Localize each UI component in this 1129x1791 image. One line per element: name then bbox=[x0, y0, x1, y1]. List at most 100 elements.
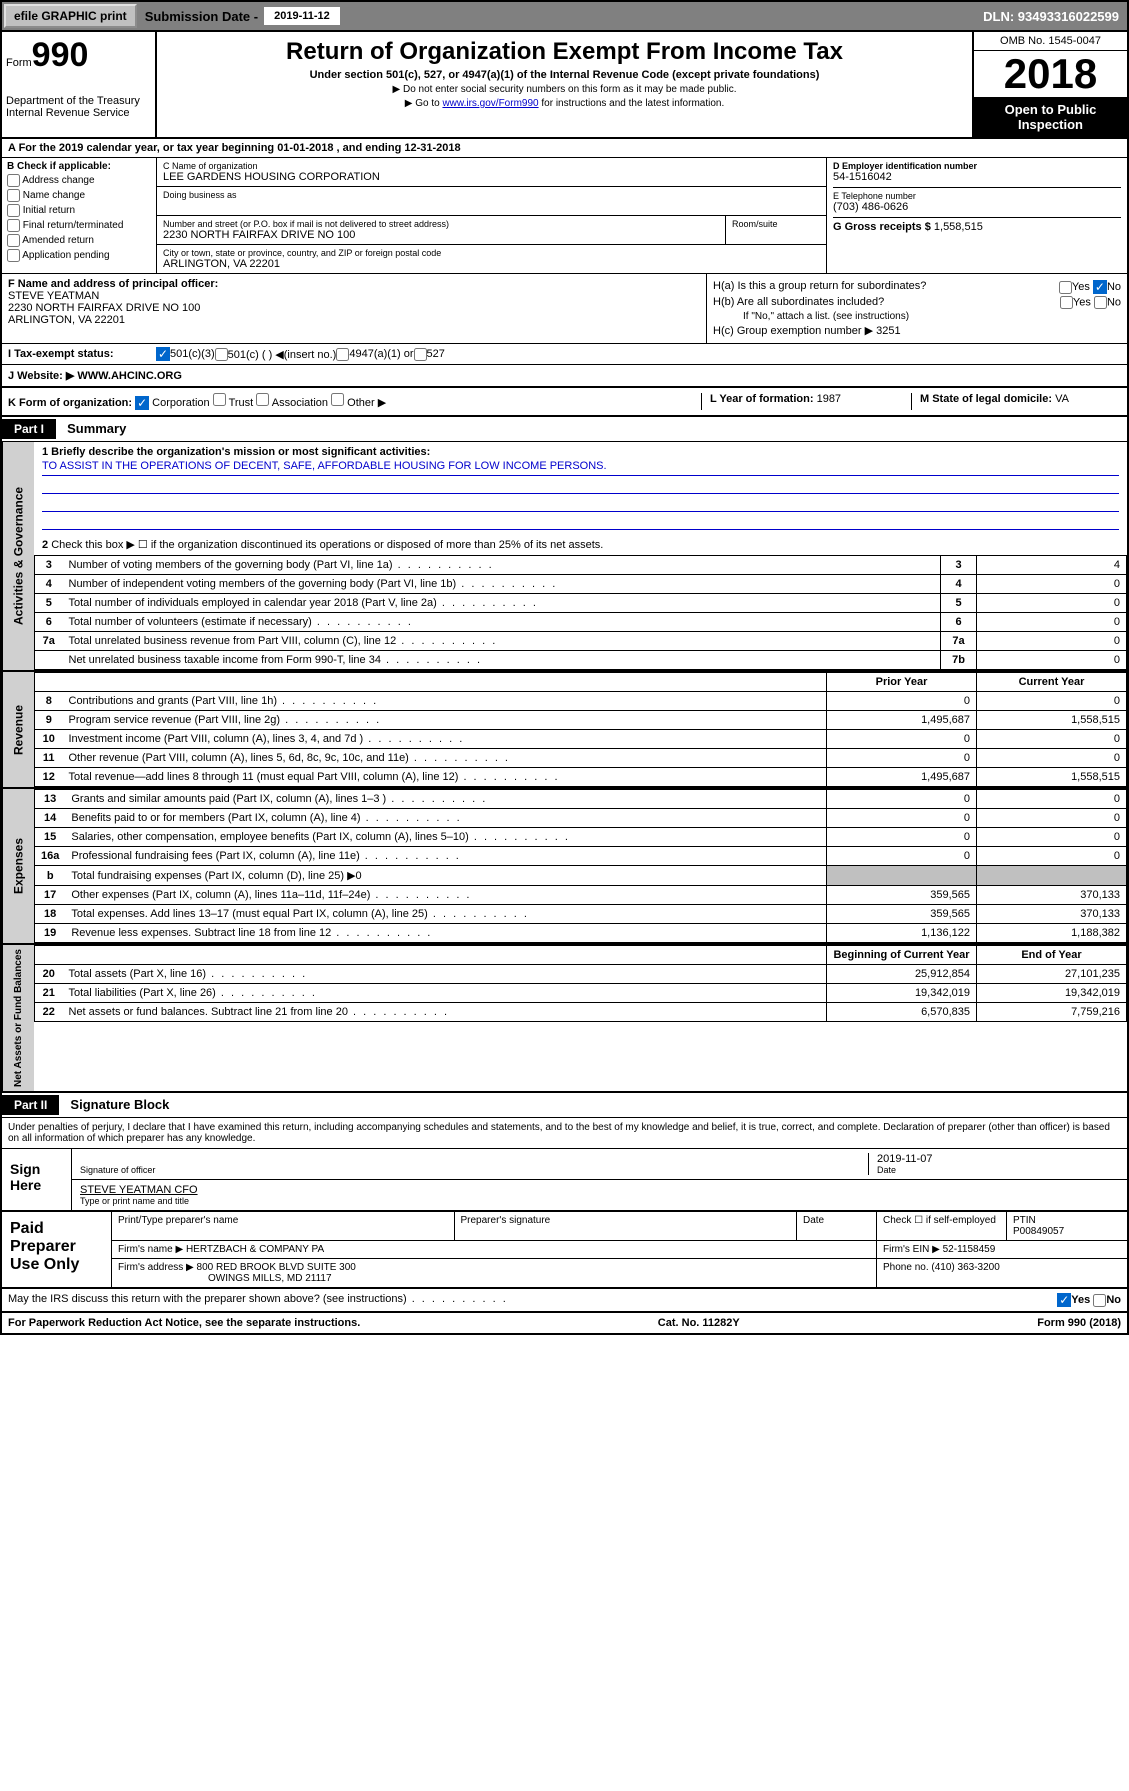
firm-ein: 52-1158459 bbox=[943, 1244, 996, 1255]
row-num: 18 bbox=[35, 905, 66, 924]
chk-527[interactable] bbox=[414, 348, 427, 361]
ha-yes[interactable] bbox=[1059, 281, 1072, 294]
col-hdr-2: Current Year bbox=[977, 673, 1127, 692]
row-current: 1,558,515 bbox=[977, 711, 1127, 730]
chk-assoc[interactable] bbox=[256, 393, 269, 406]
row-prior: 0 bbox=[827, 828, 977, 847]
row-desc: Total fundraising expenses (Part IX, col… bbox=[65, 866, 826, 886]
dept-label: Department of the Treasury Internal Reve… bbox=[6, 95, 151, 119]
row-current: 0 bbox=[977, 749, 1127, 768]
form-footer: Form 990 (2018) bbox=[1037, 1317, 1121, 1329]
row-num: 21 bbox=[35, 984, 63, 1003]
row-num: 12 bbox=[35, 768, 63, 787]
part2-title: Signature Block bbox=[62, 1097, 169, 1112]
row-box: 4 bbox=[941, 575, 977, 594]
row-prior: 25,912,854 bbox=[827, 965, 977, 984]
col-hdr-1: Beginning of Current Year bbox=[827, 946, 977, 965]
row-desc: Investment income (Part VIII, column (A)… bbox=[63, 730, 827, 749]
part1-title: Summary bbox=[59, 421, 126, 436]
row-num: 16a bbox=[35, 847, 66, 866]
row-desc: Grants and similar amounts paid (Part IX… bbox=[65, 790, 826, 809]
discuss-no[interactable] bbox=[1093, 1294, 1106, 1307]
row-num: 19 bbox=[35, 924, 66, 943]
chk-address-change[interactable] bbox=[7, 174, 20, 187]
officer-name-label: Type or print name and title bbox=[80, 1196, 1111, 1206]
tab-governance: Activities & Governance bbox=[2, 442, 34, 670]
ptin-value: P00849057 bbox=[1013, 1226, 1121, 1237]
row-current: 7,759,216 bbox=[977, 1003, 1127, 1022]
row-num: 7a bbox=[35, 632, 63, 651]
officer-addr2: ARLINGTON, VA 22201 bbox=[8, 314, 700, 326]
form-org-label: K Form of organization: bbox=[8, 397, 132, 409]
chk-4947[interactable] bbox=[336, 348, 349, 361]
row-desc: Revenue less expenses. Subtract line 18 … bbox=[65, 924, 826, 943]
row-current: 370,133 bbox=[977, 886, 1127, 905]
ptin-label: PTIN bbox=[1013, 1215, 1121, 1226]
chk-final-return[interactable] bbox=[7, 219, 20, 232]
phone-value: (703) 486-0626 bbox=[833, 201, 1121, 213]
efile-print-button[interactable]: efile GRAPHIC print bbox=[4, 4, 137, 28]
net-assets-table: Beginning of Current Year End of Year20 … bbox=[34, 945, 1127, 1022]
mission-text: TO ASSIST IN THE OPERATIONS OF DECENT, S… bbox=[42, 460, 1119, 476]
form-number: Form990 bbox=[6, 36, 151, 75]
officer-addr1: 2230 NORTH FAIRFAX DRIVE NO 100 bbox=[8, 302, 700, 314]
row-prior: 0 bbox=[827, 749, 977, 768]
omb-number: OMB No. 1545-0047 bbox=[974, 32, 1127, 51]
row-num bbox=[35, 651, 63, 670]
row-desc: Total expenses. Add lines 13–17 (must eq… bbox=[65, 905, 826, 924]
firm-phone-label: Phone no. bbox=[883, 1262, 929, 1273]
row-num: 4 bbox=[35, 575, 63, 594]
hb-yes[interactable] bbox=[1060, 296, 1073, 309]
row-num: 15 bbox=[35, 828, 66, 847]
chk-name-change[interactable] bbox=[7, 189, 20, 202]
ein-value: 54-1516042 bbox=[833, 171, 1121, 183]
row-current: 0 bbox=[977, 730, 1127, 749]
chk-501c[interactable] bbox=[215, 348, 228, 361]
sig-date-value: 2019-11-07 bbox=[877, 1153, 1119, 1165]
chk-trust[interactable] bbox=[213, 393, 226, 406]
chk-amended[interactable] bbox=[7, 234, 20, 247]
ein-label: D Employer identification number bbox=[833, 161, 1121, 171]
hb-no[interactable] bbox=[1094, 296, 1107, 309]
officer-label: F Name and address of principal officer: bbox=[8, 278, 700, 290]
row-prior: 1,136,122 bbox=[827, 924, 977, 943]
col-hdr-2: End of Year bbox=[977, 946, 1127, 965]
chk-initial-return[interactable] bbox=[7, 204, 20, 217]
firm-addr1: 800 RED BROOK BLVD SUITE 300 bbox=[197, 1262, 356, 1273]
row-prior bbox=[827, 866, 977, 886]
chk-application-pending[interactable] bbox=[7, 249, 20, 262]
paid-preparer-label: Paid Preparer Use Only bbox=[2, 1212, 112, 1287]
row-num: 14 bbox=[35, 809, 66, 828]
chk-other[interactable] bbox=[331, 393, 344, 406]
row-val: 4 bbox=[977, 556, 1127, 575]
sig-officer-label: Signature of officer bbox=[80, 1165, 860, 1175]
tax-year: 2018 bbox=[974, 51, 1127, 97]
tax-status-label: I Tax-exempt status: bbox=[8, 348, 148, 360]
open-inspection: Open to Public Inspection bbox=[974, 97, 1127, 137]
row-prior: 0 bbox=[827, 692, 977, 711]
row-num: 6 bbox=[35, 613, 63, 632]
q2-label: Check this box ▶ ☐ if the organization d… bbox=[51, 539, 603, 551]
row-desc: Total liabilities (Part X, line 26) bbox=[63, 984, 827, 1003]
row-desc: Contributions and grants (Part VIII, lin… bbox=[63, 692, 827, 711]
form-header: Form990 Department of the Treasury Inter… bbox=[2, 32, 1127, 139]
perjury-text: Under penalties of perjury, I declare th… bbox=[2, 1118, 1127, 1149]
row-val: 0 bbox=[977, 651, 1127, 670]
governance-table: 3 Number of voting members of the govern… bbox=[34, 555, 1127, 670]
row-val: 0 bbox=[977, 594, 1127, 613]
row-box: 3 bbox=[941, 556, 977, 575]
year-formation-label: L Year of formation: bbox=[710, 393, 814, 405]
row-prior: 19,342,019 bbox=[827, 984, 977, 1003]
firm-addr-label: Firm's address ▶ bbox=[118, 1262, 194, 1273]
row-current: 0 bbox=[977, 828, 1127, 847]
website-label: J Website: ▶ bbox=[8, 370, 74, 382]
firm-name-label: Firm's name ▶ bbox=[118, 1244, 183, 1255]
box-b: B Check if applicable: Address change Na… bbox=[2, 158, 157, 273]
org-name-label: C Name of organization bbox=[163, 161, 820, 171]
row-desc: Net assets or fund balances. Subtract li… bbox=[63, 1003, 827, 1022]
gross-label: G Gross receipts $ bbox=[833, 221, 931, 233]
irs-link[interactable]: www.irs.gov/Form990 bbox=[442, 98, 538, 109]
row-val: 0 bbox=[977, 613, 1127, 632]
row-current: 0 bbox=[977, 790, 1127, 809]
row-spacer bbox=[63, 673, 827, 692]
